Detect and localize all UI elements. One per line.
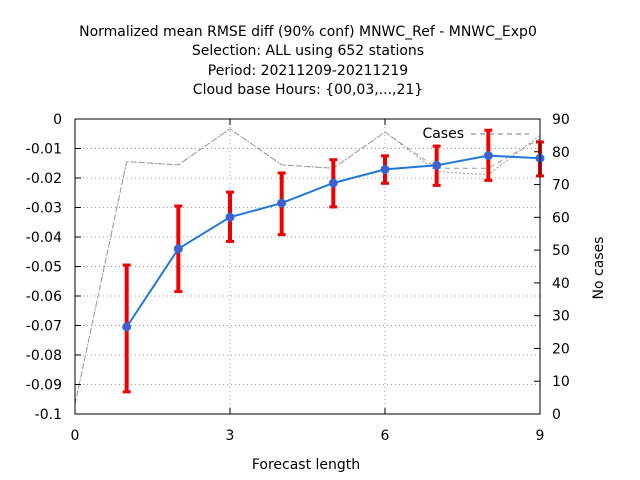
tick-labels: 0 3 6 90-0.01-0.02-0.03-0.04-0.05-0.06-0.07… <box>26 112 570 444</box>
chart-title: Normalized mean RMSE diff (90% conf) MNW… <box>79 24 537 98</box>
x-axis-label: Forecast length <box>252 457 360 473</box>
y2-tick-label: 90 <box>552 112 570 128</box>
x-tick-label: 9 <box>536 428 545 444</box>
data-point <box>328 178 338 188</box>
x-tick-label: 6 <box>381 428 390 444</box>
y2-tick-label: 50 <box>552 243 570 259</box>
y-tick-label: -0.1 <box>35 407 62 423</box>
y-tick-label: -0.07 <box>26 319 62 335</box>
y-tick-label: -0.08 <box>26 348 62 364</box>
data-point <box>122 322 132 332</box>
x-tick-label: 0 <box>71 428 80 444</box>
y-tick-label: -0.09 <box>26 378 62 394</box>
y2-tick-label: 10 <box>552 374 570 390</box>
y2-tick-label: 20 <box>552 341 570 357</box>
y-tick-label: -0.05 <box>26 260 62 276</box>
x-tick-label: 3 <box>226 428 235 444</box>
legend: Cases <box>422 126 529 142</box>
y2-tick-label: 40 <box>552 276 570 292</box>
data-point <box>432 160 442 170</box>
data-series <box>122 128 545 394</box>
y-tick-label: 0 <box>53 112 62 128</box>
y-tick-label: -0.06 <box>26 289 62 305</box>
y2-tick-label: 60 <box>552 210 570 226</box>
title-line-1: Normalized mean RMSE diff (90% conf) MNW… <box>79 24 537 40</box>
y-tick-label: -0.01 <box>26 142 62 158</box>
y2-tick-label: 80 <box>552 145 570 161</box>
legend-label: Cases <box>422 126 464 142</box>
data-point <box>277 198 287 208</box>
y-tick-label: -0.02 <box>26 171 62 187</box>
data-point <box>483 151 493 161</box>
data-point <box>173 244 183 254</box>
title-line-3: Period: 20211209-20211219 <box>208 63 408 79</box>
cases-line-dashed <box>74 128 541 405</box>
axis-ticks <box>74 118 541 415</box>
y2-tick-label: 70 <box>552 178 570 194</box>
y2-axis-label: No cases <box>591 237 607 300</box>
y2-tick-label: 30 <box>552 309 570 325</box>
y2-tick-label: 0 <box>552 407 561 423</box>
data-point <box>225 212 235 222</box>
y-tick-label: -0.03 <box>26 201 62 217</box>
title-line-4: Cloud base Hours: {00,03,...,21} <box>193 82 423 98</box>
grid <box>75 119 540 414</box>
cases-lines <box>74 128 541 405</box>
y-tick-label: -0.04 <box>26 230 62 246</box>
title-line-2: Selection: ALL using 652 stations <box>192 43 424 59</box>
data-point <box>380 164 390 174</box>
